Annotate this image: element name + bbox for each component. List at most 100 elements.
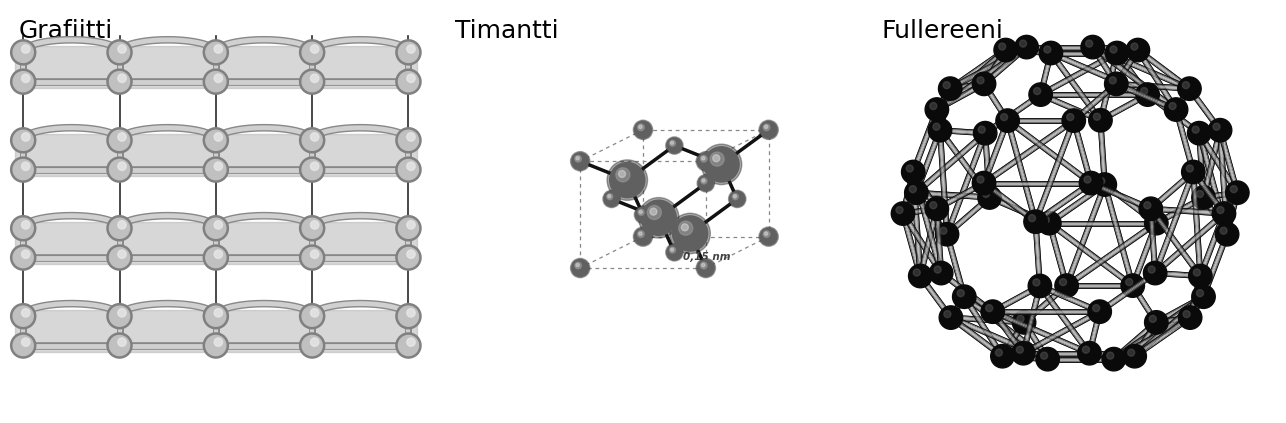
Circle shape <box>673 216 707 251</box>
Circle shape <box>22 309 30 317</box>
Circle shape <box>930 202 936 209</box>
Circle shape <box>109 42 130 63</box>
Circle shape <box>571 151 590 171</box>
Circle shape <box>310 74 319 82</box>
Circle shape <box>983 190 989 198</box>
Circle shape <box>940 227 946 234</box>
Circle shape <box>1093 113 1101 120</box>
Circle shape <box>670 247 675 253</box>
Circle shape <box>1066 114 1074 121</box>
Circle shape <box>1196 290 1204 297</box>
Circle shape <box>1085 40 1093 47</box>
Circle shape <box>1110 77 1116 84</box>
Circle shape <box>972 171 995 195</box>
Circle shape <box>22 221 30 229</box>
Circle shape <box>300 304 324 329</box>
Circle shape <box>979 126 985 133</box>
Circle shape <box>1188 264 1213 288</box>
Circle shape <box>203 157 229 182</box>
Circle shape <box>679 221 693 235</box>
Circle shape <box>1213 123 1220 130</box>
Circle shape <box>1039 41 1062 65</box>
Circle shape <box>901 160 925 184</box>
Circle shape <box>575 262 581 269</box>
Circle shape <box>396 333 421 358</box>
Circle shape <box>10 216 36 241</box>
Circle shape <box>1093 173 1116 196</box>
Circle shape <box>1145 310 1168 334</box>
Circle shape <box>1220 227 1227 234</box>
Circle shape <box>908 264 932 288</box>
Circle shape <box>203 304 229 329</box>
Circle shape <box>406 338 415 346</box>
Circle shape <box>1192 186 1215 209</box>
Circle shape <box>729 190 746 208</box>
Circle shape <box>932 123 940 130</box>
Circle shape <box>396 304 421 329</box>
Circle shape <box>701 178 707 184</box>
Circle shape <box>1062 109 1085 132</box>
Circle shape <box>1128 349 1134 356</box>
Circle shape <box>13 218 33 238</box>
Circle shape <box>733 195 737 198</box>
Circle shape <box>763 231 770 237</box>
Circle shape <box>1215 222 1238 246</box>
Text: Grafiitti: Grafiitti <box>19 19 113 43</box>
Circle shape <box>930 102 936 110</box>
Circle shape <box>607 194 612 200</box>
Circle shape <box>638 209 644 215</box>
Circle shape <box>206 130 226 150</box>
Circle shape <box>939 77 962 100</box>
Circle shape <box>1029 214 1035 222</box>
Circle shape <box>13 335 33 356</box>
Circle shape <box>995 349 1002 356</box>
Circle shape <box>1082 36 1105 59</box>
Circle shape <box>399 42 418 63</box>
Circle shape <box>1012 341 1035 365</box>
Circle shape <box>635 207 651 222</box>
Circle shape <box>1016 346 1024 353</box>
Circle shape <box>667 245 682 260</box>
Circle shape <box>1183 310 1190 318</box>
Circle shape <box>603 190 620 208</box>
Circle shape <box>396 157 421 182</box>
Circle shape <box>107 216 132 241</box>
Circle shape <box>729 191 745 206</box>
Circle shape <box>215 309 222 317</box>
Circle shape <box>406 45 415 53</box>
Circle shape <box>634 206 652 223</box>
Circle shape <box>1033 279 1040 286</box>
Circle shape <box>215 74 222 82</box>
Circle shape <box>302 42 323 63</box>
Circle shape <box>957 290 964 297</box>
Circle shape <box>1024 210 1047 233</box>
Circle shape <box>604 191 619 206</box>
Circle shape <box>763 124 770 131</box>
Circle shape <box>981 300 1004 323</box>
Circle shape <box>203 245 229 270</box>
Circle shape <box>943 82 950 89</box>
Circle shape <box>1193 269 1200 276</box>
Circle shape <box>396 128 421 153</box>
Circle shape <box>1110 46 1118 53</box>
Circle shape <box>1038 212 1061 235</box>
Circle shape <box>634 228 652 245</box>
Circle shape <box>302 71 323 92</box>
Circle shape <box>13 71 33 92</box>
Circle shape <box>22 338 30 346</box>
Circle shape <box>1148 266 1155 273</box>
Circle shape <box>634 121 652 138</box>
Circle shape <box>302 218 323 238</box>
Circle shape <box>396 69 421 94</box>
Circle shape <box>206 159 226 180</box>
Circle shape <box>1078 341 1101 365</box>
Circle shape <box>760 121 777 138</box>
Circle shape <box>1217 206 1224 214</box>
Circle shape <box>1034 88 1040 95</box>
Circle shape <box>904 181 928 204</box>
Circle shape <box>302 306 323 326</box>
Circle shape <box>710 152 724 166</box>
Circle shape <box>1079 171 1102 195</box>
Circle shape <box>1178 77 1201 100</box>
Circle shape <box>109 306 130 326</box>
